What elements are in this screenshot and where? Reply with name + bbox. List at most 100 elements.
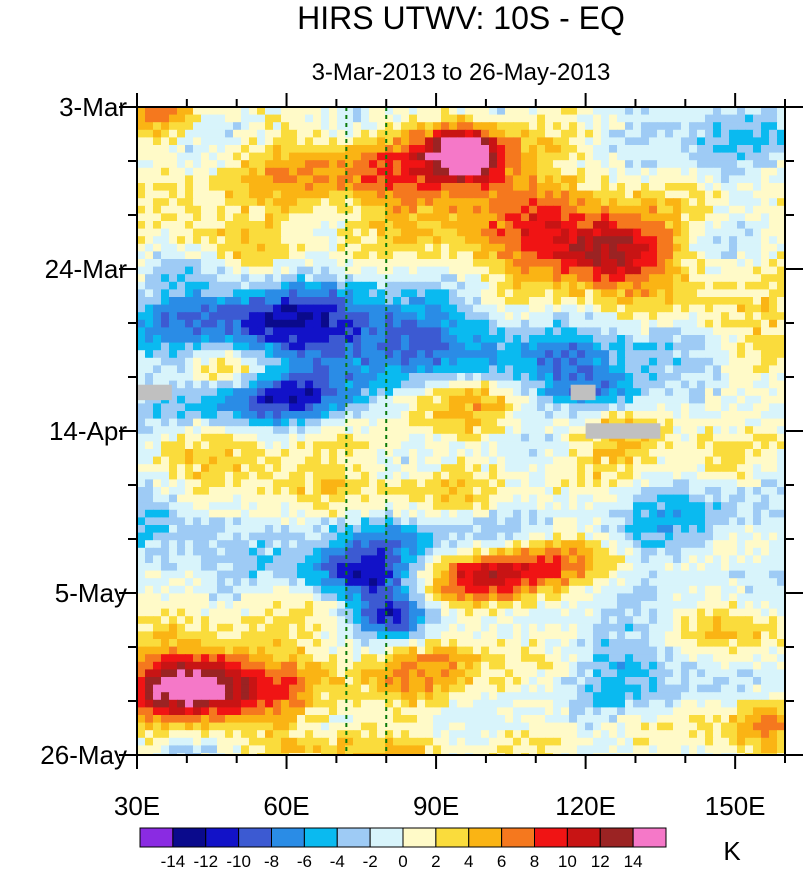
heatmap-cell [369, 312, 378, 321]
heatmap-cell [345, 304, 354, 313]
heatmap-cell [337, 327, 346, 336]
heatmap-cell [585, 122, 594, 131]
heatmap-cell [513, 304, 522, 313]
heatmap-cell [625, 114, 634, 123]
heatmap-cell [561, 198, 570, 207]
heatmap-cell [409, 517, 418, 526]
heatmap-cell [713, 251, 722, 260]
heatmap-cell [425, 388, 434, 397]
heatmap-cell [289, 319, 298, 328]
heatmap-cell [145, 464, 154, 473]
heatmap-cell [625, 198, 634, 207]
heatmap-cell [393, 449, 402, 458]
heatmap-cell [641, 228, 650, 237]
heatmap-cell [609, 540, 618, 549]
heatmap-cell [505, 426, 514, 435]
heatmap-cell [353, 274, 362, 283]
heatmap-cell [537, 228, 546, 237]
heatmap-cell [177, 373, 186, 382]
heatmap-cell [417, 167, 426, 176]
heatmap-cell [249, 198, 258, 207]
heatmap-cell [585, 411, 594, 420]
heatmap-cell [753, 540, 762, 549]
heatmap-cell [369, 525, 378, 534]
heatmap-cell [481, 167, 490, 176]
heatmap-cell [569, 243, 578, 252]
heatmap-cell [393, 297, 402, 306]
heatmap-cell [561, 342, 570, 351]
heatmap-cell [665, 464, 674, 473]
heatmap-cell [345, 228, 354, 237]
heatmap-cell [201, 312, 210, 321]
heatmap-cell [289, 494, 298, 503]
heatmap-cell [737, 259, 746, 268]
heatmap-cell [697, 426, 706, 435]
heatmap-cell [569, 183, 578, 192]
heatmap-cell [257, 357, 266, 366]
heatmap-cell [241, 532, 250, 541]
heatmap-cell [497, 570, 506, 579]
heatmap-cell [617, 304, 626, 313]
heatmap-cell [185, 259, 194, 268]
heatmap-cell [241, 464, 250, 473]
heatmap-cell [609, 395, 618, 404]
heatmap-cell [361, 251, 370, 260]
heatmap-cell [625, 388, 634, 397]
heatmap-cell [137, 335, 146, 344]
heatmap-cell [497, 259, 506, 268]
heatmap-cell [481, 198, 490, 207]
heatmap-cell [313, 266, 322, 275]
heatmap-cell [265, 205, 274, 214]
heatmap-cell [737, 266, 746, 275]
heatmap-cell [585, 236, 594, 245]
heatmap-cell [273, 563, 282, 572]
heatmap-cell [273, 259, 282, 268]
heatmap-cell [393, 563, 402, 572]
heatmap-cell [177, 183, 186, 192]
heatmap-cell [225, 494, 234, 503]
heatmap-cell [497, 175, 506, 184]
heatmap-cell [209, 517, 218, 526]
heatmap-cell [321, 380, 330, 389]
heatmap-cell [601, 243, 610, 252]
heatmap-cell [393, 152, 402, 161]
heatmap-cell [489, 441, 498, 450]
heatmap-cell [385, 517, 394, 526]
heatmap-cell [697, 502, 706, 511]
heatmap-cell [385, 175, 394, 184]
heatmap-cell [777, 190, 786, 199]
heatmap-cell [521, 418, 530, 427]
heatmap-cell [625, 373, 634, 382]
heatmap-cell [721, 509, 730, 518]
heatmap-cell [369, 205, 378, 214]
heatmap-cell [377, 213, 386, 222]
heatmap-cell [625, 479, 634, 488]
heatmap-cell [273, 540, 282, 549]
heatmap-cell [761, 228, 770, 237]
heatmap-cell [201, 464, 210, 473]
heatmap-cell [449, 183, 458, 192]
heatmap-cell [169, 380, 178, 389]
heatmap-cell [425, 190, 434, 199]
heatmap-cell [729, 471, 738, 480]
heatmap-cell [161, 114, 170, 123]
heatmap-cell [697, 487, 706, 496]
heatmap-cell [289, 213, 298, 222]
heatmap-cell [393, 167, 402, 176]
heatmap-cell [473, 122, 482, 131]
heatmap-cell [729, 388, 738, 397]
heatmap-cell [489, 205, 498, 214]
heatmap-cell [201, 183, 210, 192]
heatmap-cell [233, 395, 242, 404]
heatmap-cell [265, 251, 274, 260]
heatmap-cell [609, 213, 618, 222]
heatmap-cell [457, 441, 466, 450]
heatmap-cell [721, 160, 730, 169]
heatmap-cell [497, 563, 506, 572]
heatmap-cell [721, 502, 730, 511]
heatmap-cell [401, 297, 410, 306]
heatmap-cell [249, 373, 258, 382]
heatmap-cell [321, 259, 330, 268]
heatmap-cell [153, 145, 162, 154]
heatmap-cell [201, 335, 210, 344]
